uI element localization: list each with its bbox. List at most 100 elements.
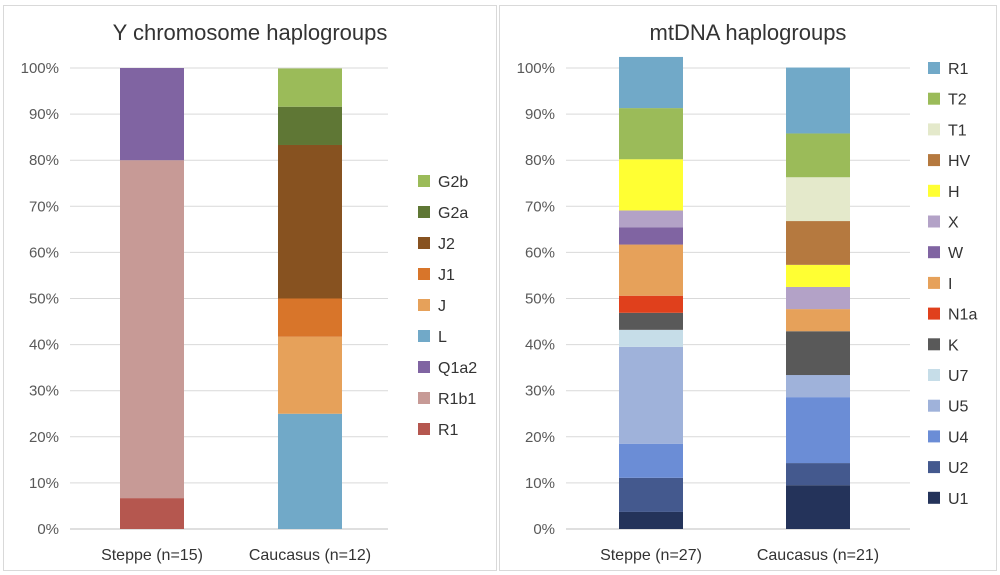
bar-segment-u5 [619, 346, 683, 444]
legend-swatch [928, 62, 940, 74]
y-tick-label: 50% [525, 291, 555, 308]
bar-segment-u5 [786, 375, 850, 398]
legend-label: H [948, 184, 960, 201]
bar-segment-u4 [619, 443, 683, 478]
legend-swatch [928, 123, 940, 136]
category-label: Steppe (n=15) [101, 547, 203, 564]
legend-label: U7 [948, 368, 969, 385]
legend-label: R1 [438, 422, 459, 439]
legend-label: L [438, 329, 447, 346]
bar-segment-h [786, 264, 850, 287]
bar-segment-n1a [619, 295, 683, 313]
legend-label: R1b1 [438, 391, 476, 408]
legend-swatch [418, 206, 430, 218]
y-tick-label: 60% [29, 244, 59, 261]
bar-segment-i [786, 309, 850, 332]
legend-label: W [948, 245, 964, 262]
chart-title: Y chromosome haplogroups [113, 20, 388, 45]
legend-label: N1a [948, 307, 977, 324]
y-tick-label: 80% [29, 152, 59, 169]
bar-segment-u1 [619, 511, 683, 529]
bar-segment-j2 [278, 144, 342, 299]
bar-segment-x [619, 210, 683, 228]
legend-swatch [928, 184, 940, 197]
legend-label: U1 [948, 491, 969, 508]
y-chromosome-chart: Y chromosome haplogroups 0% 10% 20% 30% 40% 50… [21, 20, 478, 564]
legend-swatch [928, 461, 940, 474]
y-tick-label: 10% [29, 475, 59, 492]
y-tick-label: 0% [37, 521, 59, 538]
legend-swatch [928, 369, 940, 381]
legend-label: I [948, 276, 952, 293]
legend-swatch [418, 392, 430, 404]
mtdna-chart: mtDNA haplogroups 0% 10% 20% 30% 40% 50% 60% 70%… [517, 20, 978, 564]
bar-segment-hv [786, 221, 850, 265]
legend-swatch [928, 92, 940, 105]
y-tick-label: 80% [525, 152, 555, 169]
legend-label: U4 [948, 429, 969, 446]
bar-segment-r1b1 [120, 160, 184, 499]
bar-segment-u7 [619, 329, 683, 347]
bar-segment-g2a [278, 106, 342, 145]
bar-segment-k [619, 312, 683, 330]
bar-segment-l [278, 413, 342, 529]
legend-swatch [928, 246, 940, 259]
legend-swatch [418, 237, 430, 249]
bar-segment-r1 [120, 498, 184, 529]
legend-label: G2b [438, 174, 468, 191]
bar-segment-q1a2 [120, 68, 184, 161]
legend-swatch [928, 491, 940, 504]
legend-swatch [928, 276, 940, 289]
legend-swatch [928, 399, 940, 412]
category-label: Caucasus (n=21) [757, 547, 879, 564]
y-tick-label: 40% [525, 337, 555, 354]
bar-segment-j1 [278, 298, 342, 337]
legend-label: Q1a2 [438, 360, 477, 377]
y-tick-label: 90% [29, 106, 59, 123]
legend-label: J1 [438, 267, 455, 284]
legend-swatch [418, 361, 430, 373]
legend-label: T2 [948, 92, 967, 109]
y-tick-label: 90% [525, 106, 555, 123]
y-tick-label: 70% [29, 198, 59, 215]
bar-segment-u1 [786, 485, 850, 529]
legend-swatch [928, 154, 940, 167]
y-tick-label: 100% [21, 60, 59, 77]
legend-swatch [418, 175, 430, 187]
legend-label: U5 [948, 399, 969, 416]
mtdna-chart-panel: mtDNA haplogroups 0% 10% 20% 30% 40% 50% 60% 70%… [499, 5, 997, 571]
y-tick-label: 0% [533, 521, 555, 538]
bar-segment-g2b [278, 68, 342, 107]
y-tick-label: 20% [29, 429, 59, 446]
legend-label: J2 [438, 236, 455, 253]
legend-label: X [948, 215, 959, 232]
bar-segment-u2 [619, 477, 683, 512]
legend-label: R1 [948, 61, 969, 78]
y-tick-label: 60% [525, 244, 555, 261]
legend-label: K [948, 337, 959, 354]
y-tick-label: 30% [29, 383, 59, 400]
legend-swatch [418, 330, 430, 342]
legend-swatch [928, 215, 940, 228]
bar-segment-t2 [619, 108, 683, 160]
legend-swatch [418, 423, 430, 435]
bar-segment-h [619, 159, 683, 211]
legend-swatch [928, 307, 940, 320]
bar-segment-r1 [786, 67, 850, 134]
legend-swatch [418, 268, 430, 280]
y-tick-label: 100% [517, 60, 555, 77]
legend-swatch [928, 430, 940, 443]
legend-label: G2a [438, 205, 468, 222]
y-chromosome-chart-panel: Y chromosome haplogroups 0% 10% 20% 30% 40% 50… [3, 5, 497, 571]
y-tick-label: 30% [525, 383, 555, 400]
y-tick-label: 40% [29, 337, 59, 354]
y-tick-label: 70% [525, 198, 555, 215]
category-label: Steppe (n=27) [600, 547, 702, 564]
category-label: Caucasus (n=12) [249, 547, 371, 564]
bar-segment-u2 [786, 463, 850, 486]
y-tick-label: 20% [525, 429, 555, 446]
legend-swatch [928, 338, 940, 351]
bar-segment-t1 [786, 177, 850, 222]
bar-segment-i [619, 244, 683, 296]
y-tick-label: 10% [525, 475, 555, 492]
